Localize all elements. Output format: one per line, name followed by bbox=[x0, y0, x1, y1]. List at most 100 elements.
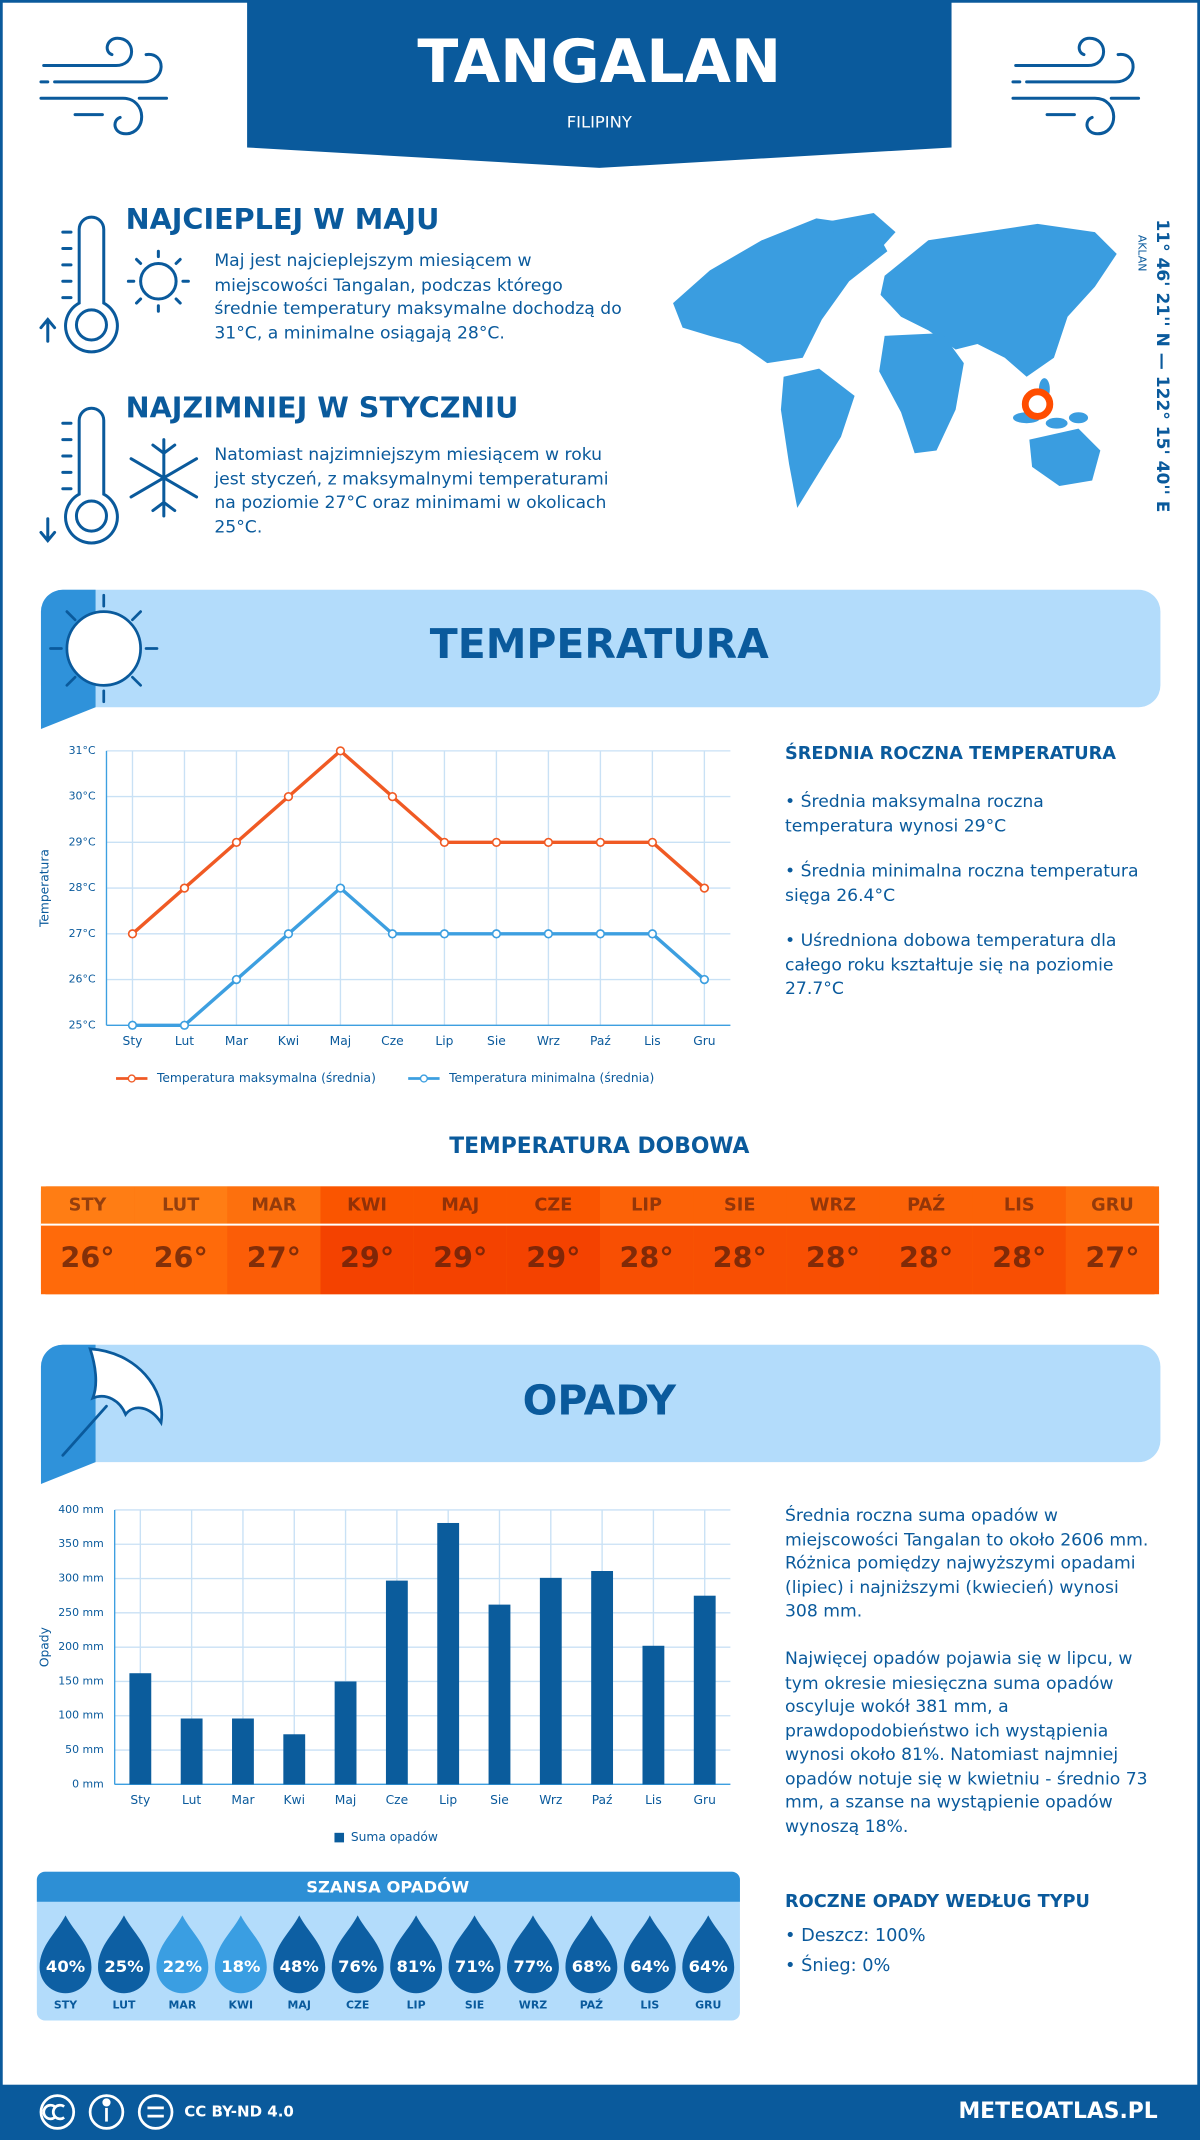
data-point bbox=[543, 929, 554, 939]
footer-site: METEOATLAS.PL bbox=[958, 2099, 1157, 2124]
data-point bbox=[491, 837, 502, 847]
data-point bbox=[387, 929, 398, 939]
precip-paragraph: Najwięcej opadów pojawia się w lipcu, w … bbox=[784, 1647, 1148, 1836]
data-point bbox=[335, 746, 346, 756]
month-label: LUT bbox=[162, 1195, 199, 1215]
rain-drop bbox=[331, 1915, 384, 1994]
month-label: SIE bbox=[724, 1195, 755, 1215]
drop-month: STY bbox=[54, 1999, 77, 2012]
y-tick-label: 27°C bbox=[69, 927, 96, 940]
x-tick-label: Cze bbox=[386, 1793, 409, 1807]
footer bbox=[0, 2084, 1200, 2140]
temp-label: 27° bbox=[247, 1240, 301, 1274]
series-line bbox=[131, 748, 706, 936]
stats-item: • Średnia minimalna roczna temperatura s… bbox=[784, 860, 1139, 905]
bar bbox=[180, 1718, 203, 1785]
x-tick-label: Lip bbox=[439, 1793, 457, 1807]
data-point bbox=[231, 837, 242, 847]
x-tick-label: Sty bbox=[123, 1034, 143, 1048]
temp-label: 27° bbox=[1085, 1240, 1139, 1274]
rain-drop bbox=[507, 1915, 559, 1994]
month-cell bbox=[320, 1186, 414, 1225]
rain-drop bbox=[565, 1915, 618, 1994]
drop-label: 68% bbox=[572, 1957, 611, 1976]
y-tick-label: 400 mm bbox=[58, 1503, 104, 1516]
data-point bbox=[283, 791, 294, 802]
legend-label: Temperatura minimalna (średnia) bbox=[448, 1071, 654, 1085]
highlight-text-box: Maj jest najcieplejszym miesiącem w miej… bbox=[214, 249, 622, 342]
temp-label: 29° bbox=[433, 1240, 487, 1274]
temp-cell bbox=[600, 1224, 694, 1295]
y-tick-label: 200 mm bbox=[58, 1640, 104, 1653]
data-point bbox=[127, 1020, 138, 1030]
charts: 25°C 26°C 27°C 28°C 29°C 30°C 31°C Sty Lut Mar Kwi… bbox=[38, 744, 1160, 2012]
data-point bbox=[335, 883, 346, 893]
drop-month: CZE bbox=[346, 1999, 369, 2012]
thermometer-icon bbox=[39, 406, 199, 545]
month-label: MAJ bbox=[441, 1195, 479, 1215]
rain-drop bbox=[98, 1915, 150, 1994]
temp-label: 26° bbox=[154, 1240, 208, 1274]
x-tick-label: Kwi bbox=[284, 1793, 305, 1807]
y-tick-label: 150 mm bbox=[58, 1674, 104, 1687]
month-cell bbox=[413, 1186, 507, 1225]
x-tick-label: Cze bbox=[381, 1034, 404, 1048]
month-cell bbox=[40, 1186, 135, 1225]
header-subtitle: FILIPINY bbox=[567, 112, 633, 131]
section-title: OPADY bbox=[523, 1376, 678, 1424]
data-point bbox=[647, 837, 658, 847]
section-header-accent bbox=[40, 1344, 96, 1485]
data-point bbox=[127, 929, 138, 939]
sun-icon bbox=[49, 593, 159, 704]
month-cell bbox=[134, 1186, 228, 1225]
stats-box: ŚREDNIA ROCZNA TEMPERATURA • Średnia mak… bbox=[784, 744, 1139, 998]
chance-title: SZANSA OPADÓW bbox=[306, 1878, 469, 1897]
data-point bbox=[647, 929, 658, 939]
highlight-text: Natomiast najzimniejszym miesiącem w rok… bbox=[214, 443, 609, 536]
legend-label: Temperatura maksymalna (średnia) bbox=[156, 1071, 376, 1085]
temp-cell bbox=[413, 1224, 507, 1295]
data-point bbox=[439, 837, 450, 847]
y-tick-label: 30°C bbox=[69, 790, 96, 803]
bar bbox=[488, 1604, 511, 1785]
bar bbox=[283, 1734, 306, 1785]
month-cell bbox=[600, 1186, 694, 1225]
data-point bbox=[491, 929, 502, 939]
world-map bbox=[673, 212, 1117, 508]
y-axis-label: Temperatura bbox=[38, 849, 52, 928]
month-label: LIP bbox=[631, 1195, 662, 1215]
temp-label: 28° bbox=[619, 1240, 673, 1274]
data-point bbox=[543, 837, 554, 847]
rain-drop bbox=[448, 1915, 501, 1994]
drop-label: 40% bbox=[46, 1957, 85, 1976]
wind-icon bbox=[39, 36, 169, 136]
month-label: MAR bbox=[251, 1195, 296, 1215]
header-title: TANGALAN bbox=[417, 27, 781, 97]
drop-month: KWI bbox=[229, 1999, 254, 2012]
drop-label: 22% bbox=[163, 1957, 202, 1976]
precip-text-box: Średnia roczna suma opadów w miejscowośc… bbox=[784, 1504, 1148, 1836]
month-label: KWI bbox=[347, 1195, 387, 1215]
month-cell bbox=[786, 1186, 880, 1225]
highlight-text: Maj jest najcieplejszym miesiącem w miej… bbox=[214, 249, 622, 342]
bar bbox=[693, 1595, 716, 1785]
temp-cell bbox=[879, 1224, 973, 1295]
x-tick-label: Mar bbox=[225, 1034, 249, 1048]
drop-label: 25% bbox=[104, 1957, 143, 1976]
drop-month: SIE bbox=[465, 1999, 484, 2012]
data-point bbox=[231, 974, 242, 985]
series-line bbox=[132, 885, 706, 1027]
section-header bbox=[40, 589, 1161, 708]
x-tick-label: Mar bbox=[231, 1793, 255, 1807]
month-cell bbox=[693, 1186, 787, 1225]
y-tick-label: 26°C bbox=[69, 973, 96, 986]
temp-cell bbox=[227, 1224, 321, 1295]
types-item: • Deszcz: 100% bbox=[785, 1926, 926, 1946]
y-tick-label: 31°C bbox=[69, 744, 96, 757]
x-tick-label: Lis bbox=[645, 1793, 662, 1807]
drop-label: 77% bbox=[513, 1957, 552, 1976]
temp-cell bbox=[134, 1224, 228, 1295]
chance-header bbox=[36, 1871, 740, 1902]
y-tick-label: 50 mm bbox=[65, 1743, 104, 1756]
rain-drop bbox=[39, 1915, 92, 1994]
